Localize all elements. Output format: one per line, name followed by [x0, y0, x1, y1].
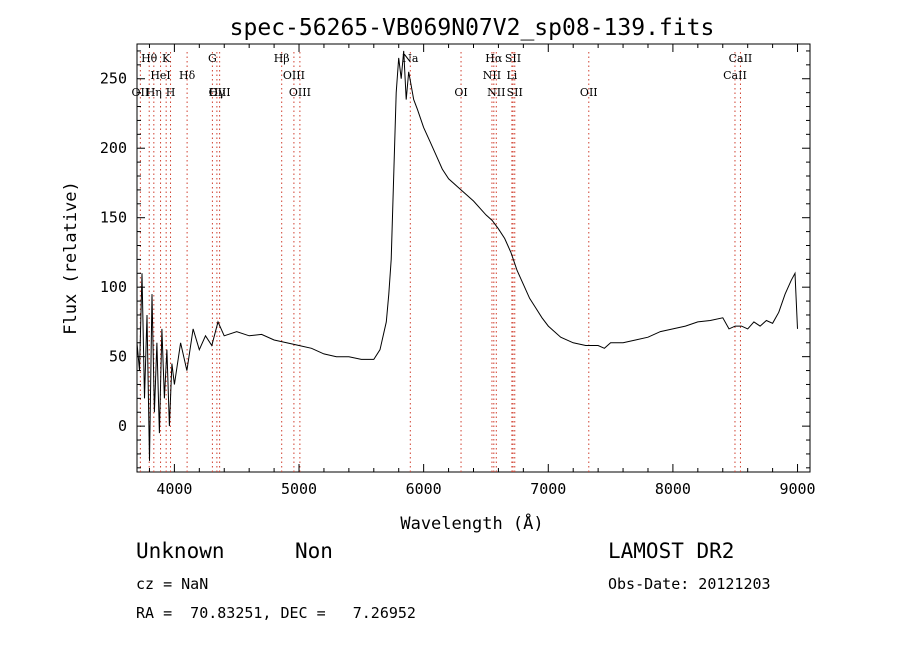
emission-line-label: NII	[483, 69, 501, 82]
emission-line-label: Hθ	[141, 52, 158, 65]
emission-line-label: OIII	[283, 69, 305, 82]
emission-line-label: SII	[507, 86, 523, 99]
emission-line-label: Na	[402, 52, 419, 65]
emission-line-label: G	[208, 52, 217, 65]
x-axis-ticks: 4000 5000 6000 7000 8000 9000	[148, 44, 816, 498]
y-tick-label: 50	[109, 348, 127, 366]
x-tick-label: 9000	[779, 480, 815, 498]
emission-line-label: NII	[487, 86, 505, 99]
obs-date-label: Obs-Date: 20121203	[608, 575, 771, 593]
y-axis-label: Flux (relative)	[61, 181, 81, 335]
emission-line-label: K	[162, 52, 171, 65]
subclass-label: Non	[295, 539, 333, 563]
survey-label: LAMOST DR2	[608, 539, 735, 563]
emission-line-label: HeI	[150, 69, 170, 82]
emission-line-label: OIII	[209, 86, 231, 99]
emission-line-label: Hβ	[274, 52, 290, 65]
emission-line-label: Hα	[485, 52, 503, 65]
emission-line-label: OI	[454, 86, 467, 99]
emission-line-label: Hγ	[209, 86, 226, 99]
x-axis-label: Wavelength (Å)	[400, 512, 543, 534]
chart-title: spec-56265-VB069N07V2_sp08-139.fits	[230, 15, 715, 41]
y-tick-label: 150	[100, 209, 127, 227]
cz-label: cz = NaN	[136, 575, 209, 593]
y-tick-label: 200	[100, 139, 127, 157]
class-label: Unknown	[136, 539, 225, 563]
x-tick-label: 7000	[530, 480, 566, 498]
y-tick-label: 100	[100, 278, 127, 296]
spectrum-series-line	[136, 50, 798, 461]
radec-label: RA = 70.83251, DEC = 7.26952	[136, 604, 416, 622]
emission-line-label: OII	[580, 86, 598, 99]
x-tick-label: 8000	[655, 480, 691, 498]
x-tick-label: 6000	[406, 480, 442, 498]
x-tick-label: 5000	[281, 480, 317, 498]
emission-line-label: H	[166, 86, 176, 99]
emission-line-label: CaII	[729, 52, 753, 65]
emission-line-label: CaII	[723, 69, 747, 82]
emission-line-markers	[139, 52, 741, 472]
emission-line-label: Hη	[146, 86, 162, 99]
emission-line-label: SII	[505, 52, 521, 65]
x-tick-label: 4000	[156, 480, 192, 498]
y-axis-ticks: 0 50 100 150 200 250	[100, 50, 810, 469]
emission-line-label: Hδ	[179, 69, 196, 82]
emission-line-label: Li	[506, 69, 517, 82]
y-tick-label: 250	[100, 70, 127, 88]
plot-frame	[136, 43, 811, 473]
y-tick-label: 0	[118, 417, 127, 435]
emission-line-label: OIII	[289, 86, 311, 99]
